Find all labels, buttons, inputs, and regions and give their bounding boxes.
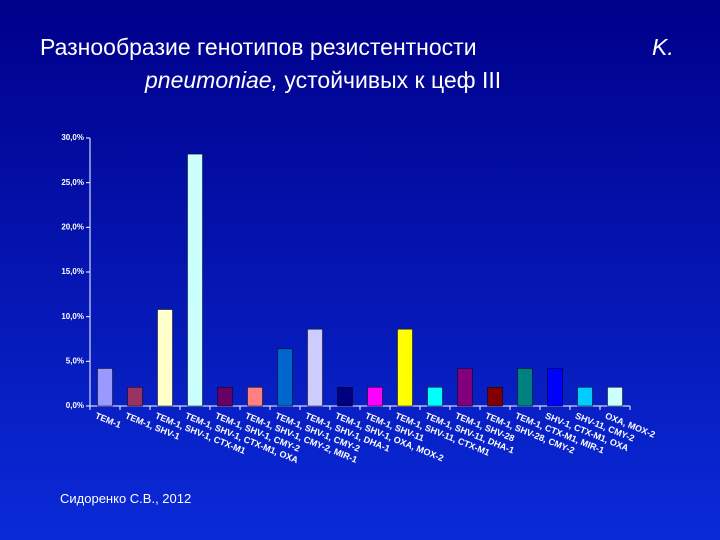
bar xyxy=(517,368,533,407)
bar xyxy=(157,309,173,407)
bar xyxy=(277,348,293,407)
title-species: pneumoniae, xyxy=(144,67,278,93)
y-tick-label: 20,0% xyxy=(61,222,84,231)
y-tick-label: 10,0% xyxy=(61,312,84,321)
bar xyxy=(337,386,353,407)
title-rest: устойчивых к цеф III xyxy=(284,67,501,93)
bar xyxy=(547,368,563,407)
bar xyxy=(217,386,233,407)
source: Сидоренко С.В., 2012 xyxy=(60,491,191,506)
bar xyxy=(607,386,623,407)
y-tick-label: 0,0% xyxy=(66,401,84,410)
bar xyxy=(457,368,473,407)
bar xyxy=(307,328,323,407)
title-line2: pneumoniae, устойчивых к цеф III xyxy=(144,67,501,93)
bar xyxy=(487,386,503,407)
title-species-initial: K. xyxy=(652,34,674,60)
bar xyxy=(97,368,113,407)
y-tick-label: 25,0% xyxy=(61,178,84,187)
bar xyxy=(127,386,143,407)
y-tick-label: 30,0% xyxy=(61,133,84,142)
bar xyxy=(397,328,413,407)
bar xyxy=(247,386,263,407)
y-tick-label: 5,0% xyxy=(66,356,84,365)
bar xyxy=(577,386,593,407)
y-tick-label: 15,0% xyxy=(61,267,84,276)
bar xyxy=(187,153,203,407)
bar xyxy=(427,386,443,407)
title-line1: Разнообразие генотипов резистентности xyxy=(40,34,477,60)
bar xyxy=(367,386,383,407)
